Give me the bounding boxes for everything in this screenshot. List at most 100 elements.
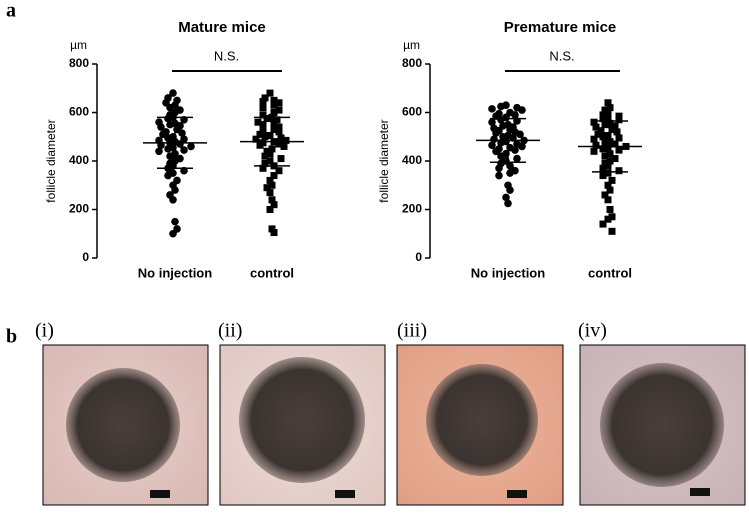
data-point — [497, 102, 505, 111]
y-tick-label: 600 — [69, 105, 89, 119]
data-point — [613, 128, 621, 136]
data-point — [488, 118, 496, 126]
data-point — [155, 147, 163, 156]
data-point — [601, 121, 609, 129]
data-point — [270, 96, 278, 104]
data-point — [492, 129, 500, 137]
data-point — [615, 167, 623, 175]
image-label: (iv) — [578, 320, 607, 342]
data-point — [611, 155, 619, 163]
data-point — [277, 155, 285, 163]
data-point — [495, 164, 503, 173]
data-point — [256, 141, 264, 149]
data-point — [590, 135, 598, 143]
data-point — [611, 122, 619, 130]
data-point — [608, 176, 616, 184]
data-point — [592, 123, 600, 131]
y-tick-label: 600 — [402, 105, 422, 119]
data-point — [266, 150, 274, 158]
image-label: (ii) — [218, 320, 242, 342]
data-point — [518, 106, 526, 114]
data-point — [275, 140, 283, 148]
data-point — [511, 111, 519, 119]
data-point — [169, 196, 177, 204]
unit-label: µm — [70, 38, 87, 52]
annotation: N.S. — [214, 48, 239, 63]
data-point — [615, 112, 623, 120]
data-point — [275, 106, 283, 114]
data-point — [608, 213, 616, 221]
data-point — [268, 196, 276, 204]
data-point — [270, 125, 278, 133]
data-point — [599, 115, 607, 123]
data-point — [259, 111, 267, 119]
data-point — [261, 94, 269, 102]
data-point — [599, 164, 607, 172]
data-point — [601, 139, 609, 147]
data-point — [270, 201, 278, 209]
data-point — [169, 89, 177, 97]
data-point — [590, 118, 598, 126]
y-tick-label: 0 — [82, 250, 89, 264]
data-point — [270, 101, 278, 109]
y-tick-label: 200 — [69, 202, 89, 216]
image-label: (i) — [35, 320, 54, 342]
data-point — [268, 181, 276, 189]
data-point — [511, 146, 519, 154]
data-point — [615, 116, 623, 124]
data-point — [504, 199, 512, 208]
data-point — [611, 140, 619, 148]
data-point — [268, 225, 276, 233]
data-point — [261, 133, 269, 141]
data-point — [601, 152, 609, 160]
data-point — [604, 215, 612, 223]
data-point — [492, 147, 500, 156]
chart-title: Mature mice — [178, 19, 266, 36]
data-point — [516, 130, 524, 139]
data-point — [164, 145, 172, 153]
data-point — [604, 162, 612, 170]
data-point — [592, 141, 600, 149]
micrograph — [579, 344, 746, 506]
data-point — [604, 169, 612, 177]
data-point — [599, 145, 607, 153]
data-point — [604, 132, 612, 140]
data-point — [604, 181, 612, 189]
panel-label: a — [6, 0, 16, 22]
data-point — [606, 206, 614, 213]
x-tick-label: No injection — [138, 265, 212, 280]
data-point — [263, 115, 271, 123]
unit-label: µm — [403, 38, 420, 52]
data-point — [606, 186, 614, 194]
data-point — [601, 191, 609, 199]
data-point — [488, 141, 496, 150]
data-point — [599, 133, 607, 141]
x-tick-label: control — [250, 265, 294, 280]
data-point — [171, 186, 179, 194]
data-point — [518, 142, 526, 151]
y-tick-label: 400 — [69, 153, 89, 167]
data-point — [604, 99, 612, 107]
data-point — [280, 142, 288, 150]
data-point — [594, 130, 602, 138]
data-point — [266, 189, 274, 197]
data-point — [506, 162, 514, 170]
data-point — [275, 128, 283, 136]
data-point — [275, 99, 283, 107]
data-point — [615, 134, 623, 142]
data-point — [178, 129, 186, 137]
y-axis-label: follicle diameter — [44, 119, 58, 202]
micrograph — [396, 344, 564, 506]
data-point — [180, 146, 188, 154]
data-point — [259, 121, 267, 129]
data-point — [604, 144, 612, 152]
y-tick-label: 0 — [415, 250, 422, 264]
chart-title: Premature mice — [504, 19, 617, 36]
data-point — [254, 118, 262, 126]
micrograph — [42, 344, 209, 506]
data-point — [604, 196, 612, 204]
data-point — [252, 135, 260, 143]
y-tick-label: 800 — [402, 56, 422, 70]
y-tick-label: 200 — [402, 202, 422, 216]
